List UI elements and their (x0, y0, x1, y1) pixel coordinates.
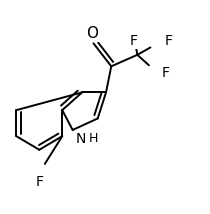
Text: F: F (35, 175, 43, 189)
Text: F: F (129, 34, 137, 48)
Text: H: H (88, 132, 98, 145)
Text: F: F (161, 65, 169, 80)
Text: N: N (76, 132, 86, 146)
Text: F: F (164, 34, 172, 48)
Text: O: O (87, 26, 98, 41)
